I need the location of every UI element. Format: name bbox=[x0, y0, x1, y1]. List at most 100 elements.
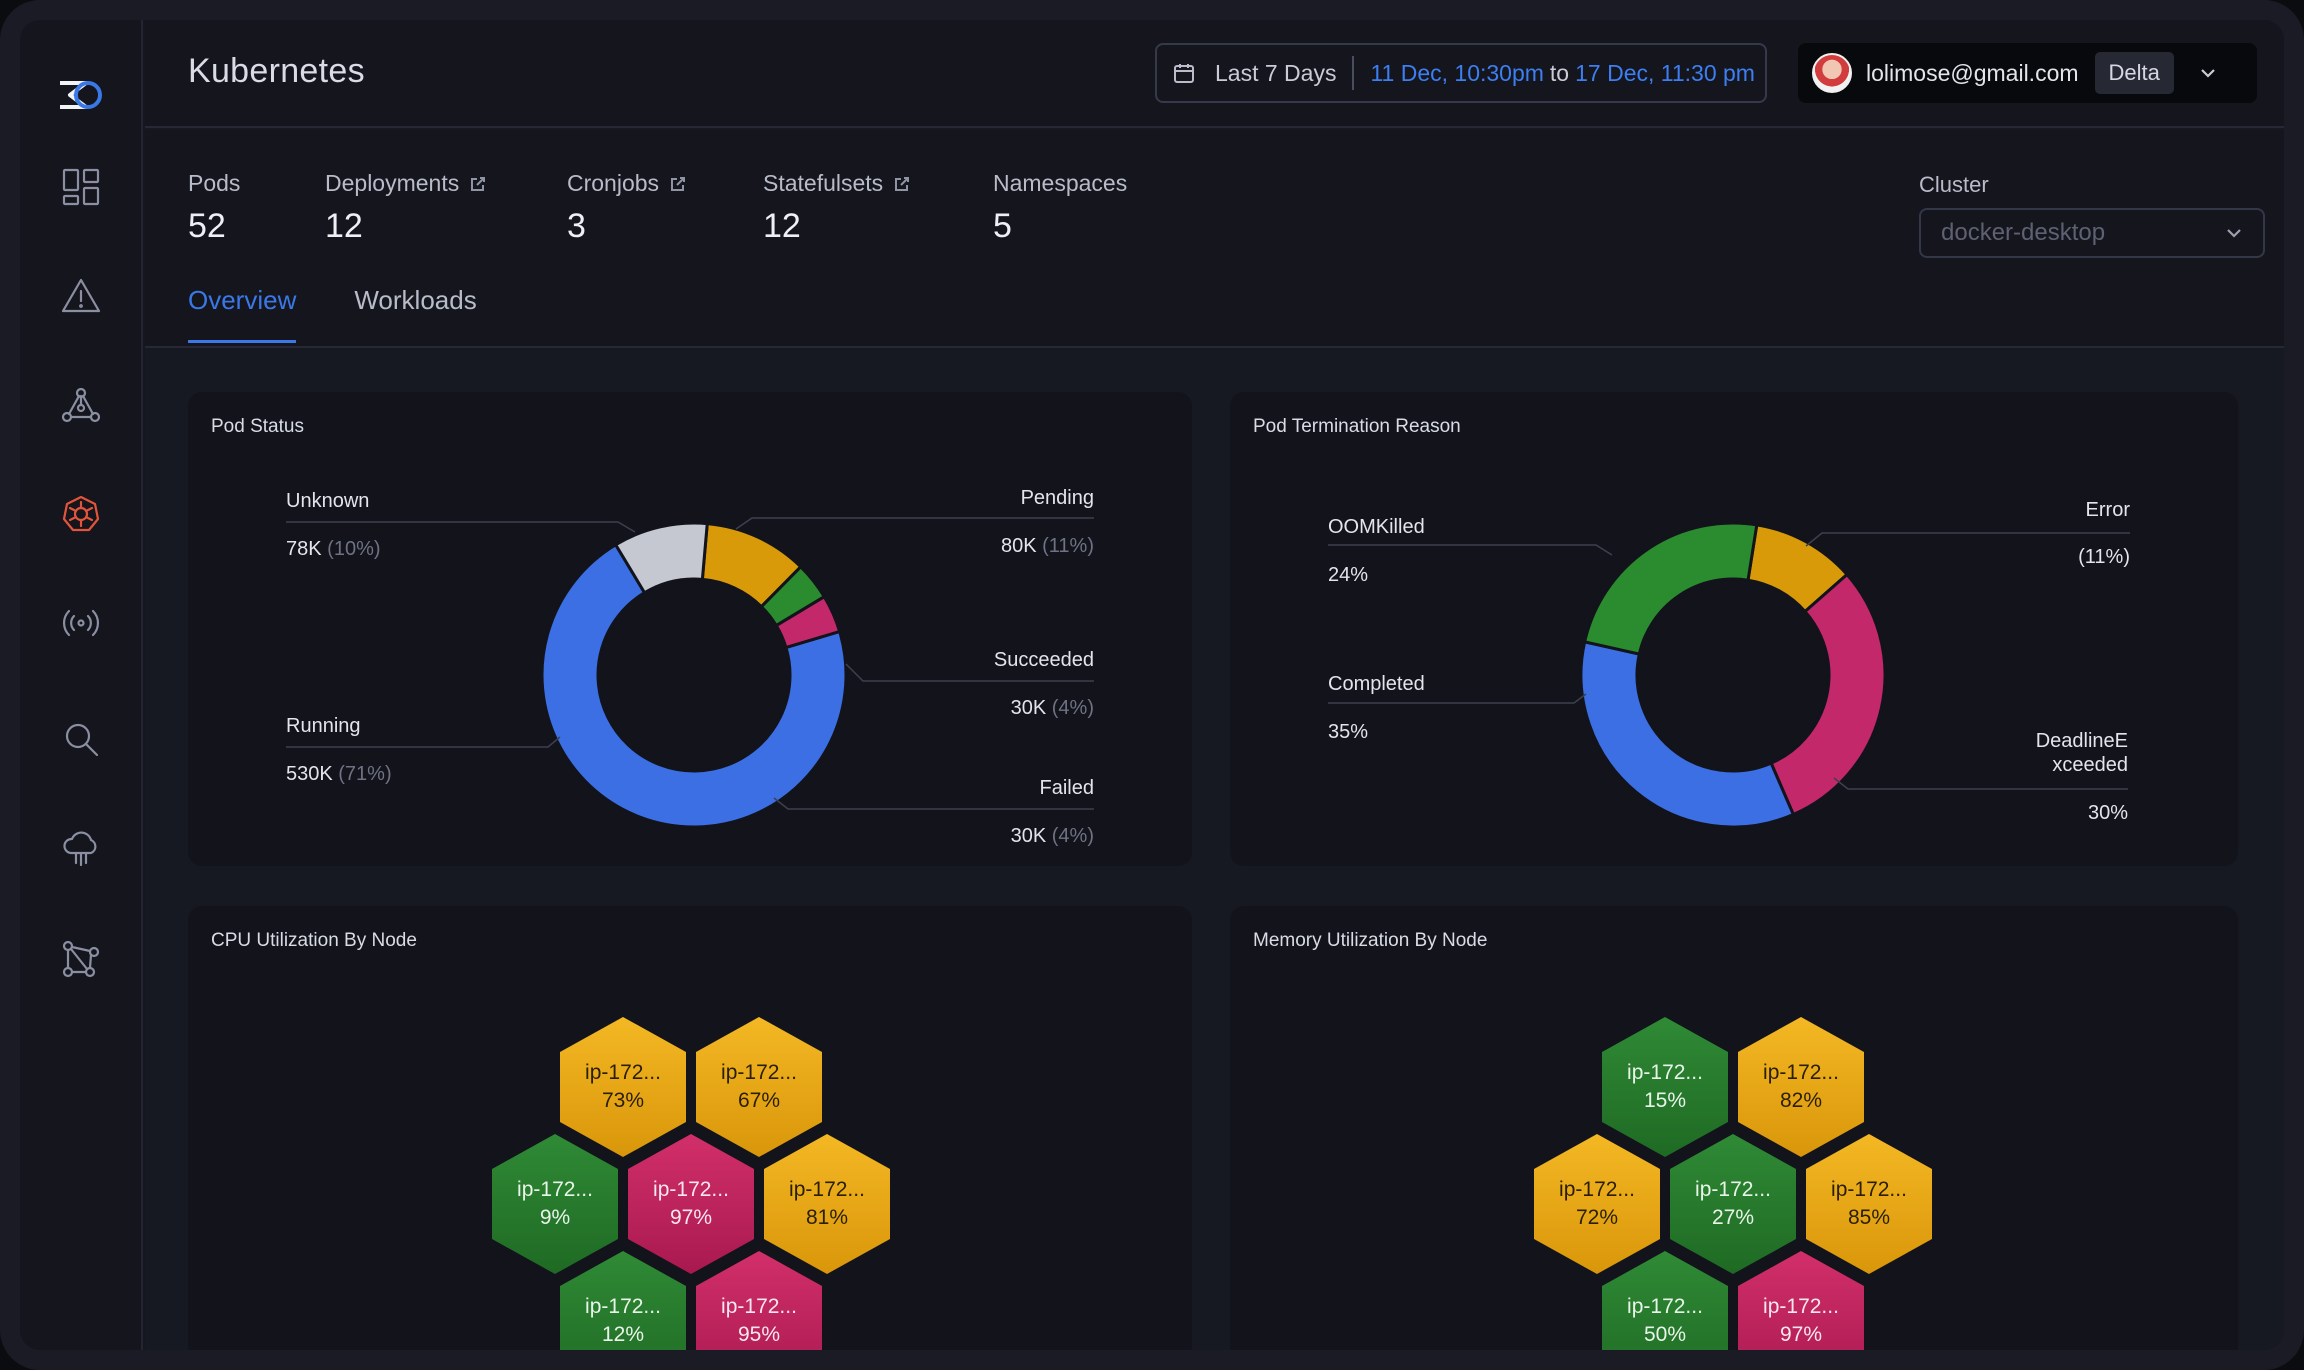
calendar-icon bbox=[1174, 64, 1194, 83]
node-name: ip-172... bbox=[1627, 1061, 1703, 1084]
value-deadlineexceeded: 30% bbox=[2088, 802, 2128, 824]
node-hexagon[interactable]: ip-172... 97% bbox=[628, 1134, 754, 1274]
pod-status-card: Pod Status Unknown 78K (10%) Running 530K (… bbox=[188, 392, 1192, 866]
tab-workloads[interactable]: Workloads bbox=[354, 285, 477, 315]
app-logo[interactable] bbox=[56, 75, 106, 115]
card-title: Pod Status bbox=[211, 416, 304, 437]
tab-bar: Overview Workloads bbox=[188, 285, 477, 343]
stat-statefulsets[interactable]: Statefulsets 12 bbox=[763, 170, 911, 246]
search-icon[interactable] bbox=[58, 716, 104, 762]
node-value: 12% bbox=[601, 1323, 645, 1346]
date-divider bbox=[1352, 56, 1355, 90]
cluster-filter: Cluster docker-desktop bbox=[1919, 172, 2265, 258]
node-hexagon[interactable]: ip-172... 95% bbox=[696, 1251, 822, 1350]
stat-value: 12 bbox=[325, 207, 363, 245]
node-hexagon[interactable]: ip-172... 50% bbox=[1602, 1251, 1728, 1350]
slice-running[interactable] bbox=[540, 542, 848, 829]
slice-completed[interactable] bbox=[1579, 640, 1796, 829]
summary-area: Pods 52 Deployments 12 Cronjobs 3 Statefulsets… bbox=[145, 130, 2284, 348]
org-badge: Delta bbox=[2094, 52, 2174, 94]
value-number: 530K bbox=[286, 763, 338, 785]
stat-deployments[interactable]: Deployments 12 bbox=[325, 170, 487, 246]
node-name: ip-172... bbox=[585, 1295, 661, 1318]
node-hexagon[interactable]: ip-172... 15% bbox=[1602, 1017, 1728, 1157]
slice-deadlineexceeded[interactable] bbox=[1769, 572, 1887, 817]
leader-line bbox=[1805, 532, 2130, 547]
memory-util-card: Memory Utilization By Node ip-172... 15% i… bbox=[1230, 906, 2238, 1350]
node-value: 82% bbox=[1779, 1089, 1823, 1112]
pod-status-chart: Unknown 78K (10%) Running 530K (71%) Pending… bbox=[286, 487, 1094, 847]
kubernetes-icon[interactable] bbox=[58, 491, 104, 537]
external-link-icon[interactable] bbox=[669, 175, 687, 193]
node-hexagon[interactable]: ip-172... 82% bbox=[1738, 1017, 1864, 1157]
node-hexagon[interactable]: ip-172... 9% bbox=[492, 1134, 618, 1274]
node-name: ip-172... bbox=[721, 1061, 797, 1084]
date-range-picker[interactable]: Last 7 Days 11 Dec, 10:30pm to 17 Dec, 1… bbox=[1155, 43, 1767, 103]
value-pending: 80K (11%) bbox=[1001, 535, 1094, 557]
node-hexagon[interactable]: ip-172... 97% bbox=[1738, 1251, 1864, 1350]
label-pending: Pending bbox=[1021, 487, 1094, 509]
node-hexagon[interactable]: ip-172... 85% bbox=[1806, 1134, 1932, 1274]
main-content: Kubernetes Last 7 Days 11 Dec, 10:30pm t… bbox=[145, 20, 2284, 1350]
node-hexagon[interactable]: ip-172... 81% bbox=[764, 1134, 890, 1274]
node-value: 97% bbox=[669, 1206, 713, 1229]
leader-line bbox=[286, 521, 636, 533]
stat-value: 12 bbox=[763, 207, 801, 245]
value-succeeded: 30K (4%) bbox=[1011, 697, 1094, 719]
external-link-icon[interactable] bbox=[893, 175, 911, 193]
stat-pods: Pods 52 bbox=[188, 170, 240, 246]
chevron-down-icon[interactable] bbox=[2198, 63, 2218, 83]
user-email: lolimose@gmail.com bbox=[1866, 59, 2079, 86]
broadcast-icon[interactable] bbox=[58, 600, 104, 646]
dashboard-icon[interactable] bbox=[58, 164, 104, 210]
alert-icon[interactable] bbox=[58, 273, 104, 319]
node-name: ip-172... bbox=[1695, 1178, 1771, 1201]
node-value: 95% bbox=[737, 1323, 781, 1346]
user-menu[interactable]: lolimose@gmail.com Delta bbox=[1798, 43, 2257, 103]
sidebar bbox=[20, 20, 143, 1350]
node-value: 81% bbox=[805, 1206, 849, 1229]
slice-unknown[interactable] bbox=[613, 521, 709, 595]
stat-cronjobs[interactable]: Cronjobs 3 bbox=[567, 170, 687, 246]
node-name: ip-172... bbox=[1763, 1295, 1839, 1318]
node-hexagon[interactable]: ip-172... 27% bbox=[1670, 1134, 1796, 1274]
topology-icon[interactable] bbox=[58, 382, 104, 428]
stat-value: 3 bbox=[567, 207, 586, 245]
node-value: 15% bbox=[1643, 1089, 1687, 1112]
date-preset: Last 7 Days bbox=[1215, 59, 1337, 86]
cluster-select[interactable]: docker-desktop bbox=[1919, 208, 2265, 258]
value-number: 78K bbox=[286, 538, 327, 560]
stat-label: Pods bbox=[188, 170, 240, 197]
value-number: 80K bbox=[1001, 535, 1042, 557]
label-completed: Completed bbox=[1328, 673, 1425, 695]
node-name: ip-172... bbox=[1559, 1178, 1635, 1201]
header: Kubernetes Last 7 Days 11 Dec, 10:30pm t… bbox=[145, 20, 2284, 128]
date-to: 17 Dec, 11:30 pm bbox=[1575, 59, 1755, 86]
cluster-value: docker-desktop bbox=[1941, 219, 2106, 246]
value-failed: 30K (4%) bbox=[1011, 825, 1094, 847]
value-percent: (10%) bbox=[327, 538, 380, 560]
leader-line bbox=[1328, 544, 1613, 556]
node-name: ip-172... bbox=[1627, 1295, 1703, 1318]
node-hexagon[interactable]: ip-172... 73% bbox=[560, 1017, 686, 1157]
stat-label-text: Namespaces bbox=[993, 170, 1128, 196]
node-value: 97% bbox=[1779, 1323, 1823, 1346]
value-running: 530K (71%) bbox=[286, 763, 392, 785]
chevron-down-icon bbox=[2227, 229, 2241, 238]
date-from: 11 Dec, 10:30pm bbox=[1370, 59, 1544, 86]
label-unknown: Unknown bbox=[286, 490, 369, 512]
external-link-icon[interactable] bbox=[469, 175, 487, 193]
tab-overview[interactable]: Overview bbox=[188, 285, 297, 343]
leader-line bbox=[773, 797, 1094, 810]
slice-oomkilled[interactable] bbox=[1582, 521, 1759, 656]
node-value: 50% bbox=[1643, 1323, 1687, 1346]
node-hexagon[interactable]: ip-172... 12% bbox=[560, 1251, 686, 1350]
node-hexagon[interactable]: ip-172... 72% bbox=[1534, 1134, 1660, 1274]
cloud-icon[interactable] bbox=[58, 825, 104, 871]
graph-icon[interactable] bbox=[58, 936, 104, 982]
node-name: ip-172... bbox=[585, 1061, 661, 1084]
node-hexagon[interactable]: ip-172... 67% bbox=[696, 1017, 822, 1157]
leader-line bbox=[845, 663, 1094, 682]
leader-line bbox=[1833, 777, 2128, 790]
